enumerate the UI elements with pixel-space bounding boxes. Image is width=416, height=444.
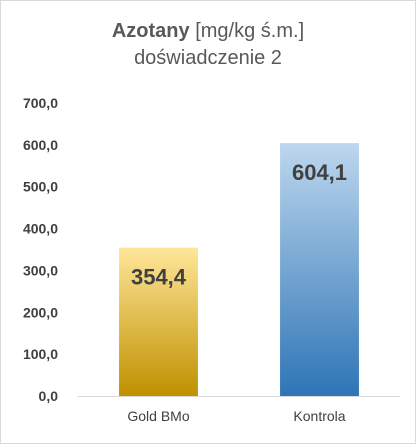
y-tick-label: 200,0 xyxy=(23,304,58,320)
y-tick-label: 100,0 xyxy=(23,346,58,362)
y-tick-label: 0,0 xyxy=(39,388,59,404)
y-tick-label: 500,0 xyxy=(23,179,58,195)
y-axis: 0,0 100,0 200,0 300,0 400,0 500,0 600,0 700,0 xyxy=(23,95,58,404)
bars xyxy=(119,143,359,396)
chart-title: Azotany [mg/kg ś.m.] doświadczenie 2 xyxy=(0,18,416,72)
chart-subtitle: doświadczenie 2 xyxy=(134,47,282,69)
data-label: 604,1 xyxy=(292,160,347,185)
bar-gold-bmo xyxy=(119,247,198,396)
y-tick-label: 600,0 xyxy=(23,137,58,153)
chart-title-unit: [mg/kg ś.m.] xyxy=(189,20,305,42)
x-axis: Gold BMo Kontrola xyxy=(127,408,345,424)
y-tick-label: 700,0 xyxy=(23,95,58,111)
x-tick-label: Kontrola xyxy=(293,408,345,424)
chart-title-line: Azotany [mg/kg ś.m.] xyxy=(0,18,416,44)
data-labels: 354,4 604,1 xyxy=(131,160,347,290)
chart-title-bold: Azotany xyxy=(111,20,190,42)
bar-kontrola xyxy=(280,143,359,396)
y-tick-label: 400,0 xyxy=(23,221,58,237)
y-tick-label: 300,0 xyxy=(23,262,58,278)
x-tick-label: Gold BMo xyxy=(127,408,189,424)
data-label: 354,4 xyxy=(131,265,187,290)
